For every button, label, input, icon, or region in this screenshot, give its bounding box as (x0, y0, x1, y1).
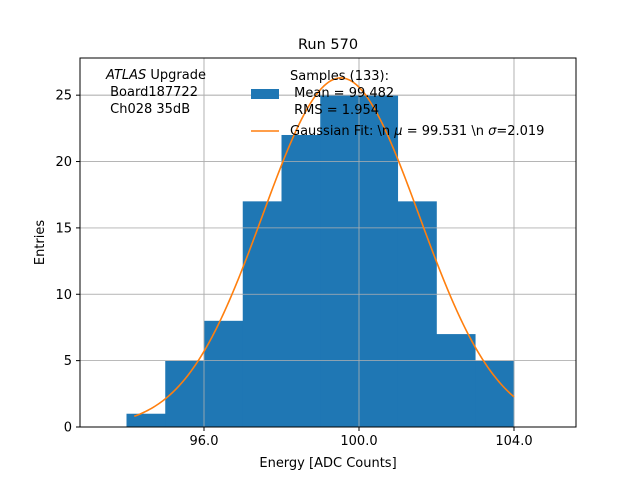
histogram-bar (242, 201, 282, 427)
annotation-line-2: Board187722 (106, 85, 198, 100)
legend-fit-middle: = 99.531 \n (403, 124, 489, 139)
legend-fit-prefix: Gaussian Fit: \n (290, 124, 394, 139)
x-tick-label: 96.0 (190, 434, 219, 449)
histogram-bars (126, 95, 515, 428)
legend-fit-mu: μ (393, 124, 402, 139)
histogram-bar (281, 134, 321, 428)
y-tick-label: 15 (55, 221, 72, 236)
x-axis-label: Energy [ADC Counts] (259, 456, 396, 471)
histogram-bar (204, 320, 244, 427)
legend-fit-suffix: =2.019 (496, 124, 544, 139)
y-tick-label: 20 (55, 155, 72, 170)
y-axis-label: Entries (33, 220, 48, 266)
legend: Samples (133): Mean = 99.482 RMS = 1.954… (251, 69, 544, 139)
legend-fit-sigma: σ (488, 124, 497, 139)
legend-samples-swatch (251, 89, 279, 99)
legend-samples-title: Samples (133): (290, 69, 389, 84)
gaussian-fit (80, 58, 576, 428)
y-tick-label: 10 (55, 288, 72, 303)
annotation-atlas: ATLAS (105, 68, 146, 83)
histogram-bar (320, 95, 360, 427)
histogram-bar (359, 95, 399, 427)
histogram-bar (397, 201, 437, 427)
chart-title: Run 570 (298, 37, 358, 53)
atlas-annotation: ATLAS Upgrade Board187722 Ch028 35dB (105, 68, 206, 117)
fit-curve (133, 77, 515, 418)
x-tick-label: 104.0 (495, 434, 532, 449)
x-axis-ticks: 96.0 100.0 104.0 (190, 427, 533, 449)
histogram-bar (126, 413, 166, 427)
y-tick-label: 0 (64, 421, 72, 436)
y-tick-label: 25 (55, 89, 72, 104)
y-axis-ticks: 0 5 10 15 20 25 (55, 89, 80, 436)
legend-samples-mean: Mean = 99.482 (290, 86, 394, 101)
annotation-line-3: Ch028 35dB (106, 102, 190, 117)
annotation-line-1: ATLAS Upgrade (105, 68, 206, 83)
y-tick-label: 5 (64, 354, 72, 369)
annotation-upgrade: Upgrade (146, 68, 206, 83)
legend-samples-rms: RMS = 1.954 (290, 103, 379, 118)
plot-frame (79, 57, 577, 428)
histogram-bar (475, 360, 515, 427)
x-tick-label: 100.0 (340, 434, 377, 449)
legend-fit-label: Gaussian Fit: \n μ = 99.531 \n σ=2.019 (290, 124, 544, 139)
histogram-bar (436, 334, 476, 427)
